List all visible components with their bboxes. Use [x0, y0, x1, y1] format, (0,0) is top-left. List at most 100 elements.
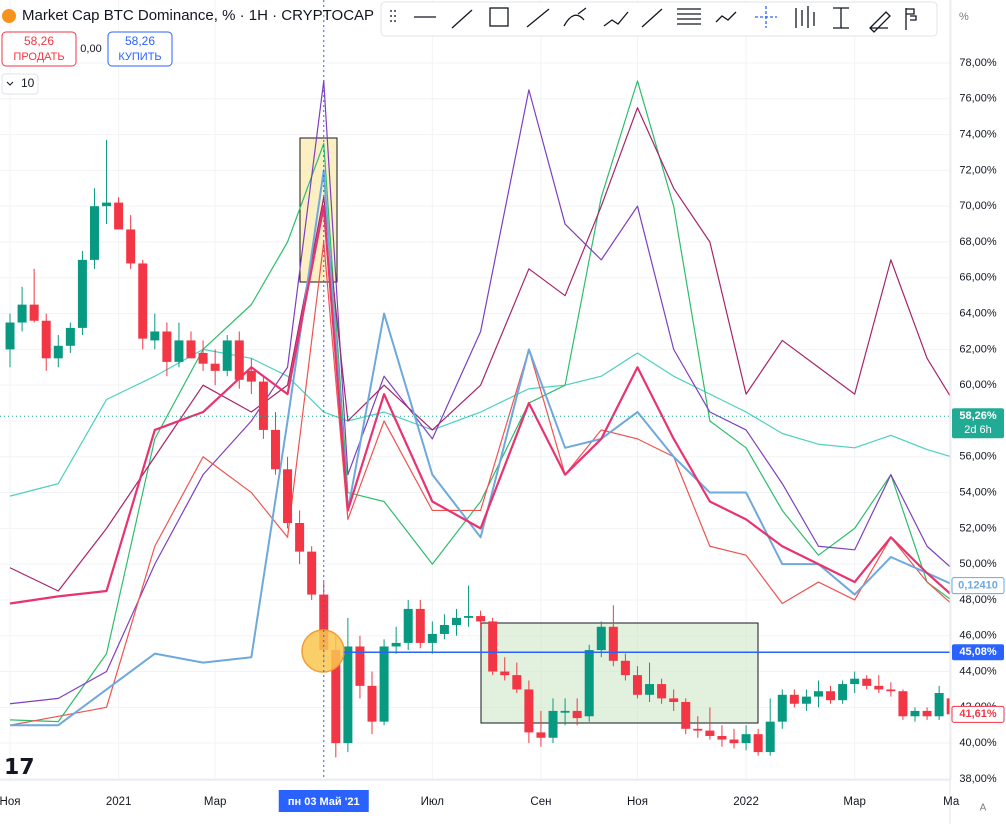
- toolbar-icons: [390, 6, 917, 33]
- candle-body: [729, 739, 739, 744]
- candle-body: [138, 263, 148, 339]
- candle-body: [488, 621, 498, 672]
- candle-body: [53, 345, 63, 359]
- candle-body: [536, 732, 546, 738]
- tool-bars[interactable]: [795, 6, 815, 28]
- chevron-icon: [6, 81, 14, 86]
- price-badge-label: 41,61%: [959, 708, 997, 720]
- x-tick-label: Мар: [204, 796, 227, 808]
- candle-body: [946, 698, 950, 715]
- price-badge: [952, 408, 1004, 439]
- candle-body: [524, 689, 534, 733]
- candle-body: [584, 650, 594, 717]
- spread: 0,00: [80, 43, 101, 55]
- marker-circle: [301, 629, 345, 673]
- x-tick-label: Ноя: [627, 796, 648, 808]
- candle-body: [741, 734, 751, 744]
- candle-body: [17, 304, 27, 323]
- coin-icon: [2, 9, 16, 23]
- candle-body: [753, 734, 763, 753]
- candle-body: [934, 693, 944, 717]
- candle-body: [862, 678, 872, 686]
- sell-button[interactable]: [1, 31, 77, 67]
- candle-body: [355, 646, 365, 686]
- candle-body: [886, 689, 896, 692]
- tool-eraser[interactable]: [869, 11, 891, 33]
- tool-pattern[interactable]: [715, 11, 737, 23]
- y-tick-label: 68,00%: [959, 236, 997, 248]
- x-tick-label: Ноя: [0, 796, 20, 808]
- x-tick-label: 2021: [106, 796, 132, 808]
- price-badge: [951, 577, 1005, 595]
- candle-body: [65, 327, 75, 346]
- tool-fib[interactable]: [677, 8, 701, 25]
- candle-body: [234, 340, 244, 380]
- candle-body: [198, 352, 208, 364]
- tool-ray[interactable]: [526, 8, 550, 28]
- x-tick-label: 2022: [733, 796, 759, 808]
- y-tick-label: 74,00%: [959, 129, 997, 141]
- chart-title: Market Cap BTC Dominance, % · 1H · CRYPT…: [22, 7, 374, 24]
- candle-body: [186, 340, 196, 359]
- candle-body: [246, 370, 256, 382]
- candle-body: [681, 701, 691, 729]
- indicator-line: [9, 107, 950, 592]
- grip[interactable]: [390, 10, 396, 22]
- candle-body: [765, 721, 775, 753]
- crosshair-label: пн 03 Май '21: [288, 796, 360, 808]
- candle-body: [500, 671, 510, 676]
- candle-body: [258, 381, 268, 430]
- candle-body: [874, 685, 884, 690]
- tool-flag[interactable]: [905, 8, 917, 30]
- candle-body: [89, 206, 99, 260]
- candle-body: [645, 684, 655, 695]
- tool-path[interactable]: [603, 11, 629, 27]
- auto-scale: A: [980, 803, 987, 814]
- tool-line[interactable]: [641, 8, 663, 28]
- y-tick-label: 38,00%: [959, 773, 997, 785]
- candle-body: [801, 696, 811, 704]
- candle-body: [379, 646, 389, 722]
- tool-cross[interactable]: [755, 6, 777, 28]
- candle-body: [922, 710, 932, 717]
- drawing-toolbar: [380, 1, 938, 37]
- candle-body: [826, 691, 836, 701]
- y-tick-label: 46,00%: [959, 630, 997, 642]
- candle-body: [29, 304, 39, 321]
- sell-label: ПРОДАТЬ: [13, 51, 64, 63]
- y-tick-label: 44,00%: [959, 665, 997, 677]
- tool-trend[interactable]: [451, 9, 473, 29]
- lines: [9, 80, 950, 727]
- y-tick-label: 62,00%: [959, 343, 997, 355]
- buy-button[interactable]: [107, 31, 173, 67]
- y-tick-label: 60,00%: [959, 379, 997, 391]
- y-tick-label: 66,00%: [959, 272, 997, 284]
- candle-body: [162, 331, 172, 362]
- candle-body: [898, 691, 908, 717]
- x-tick-label: Июл: [421, 796, 444, 808]
- candle-body: [608, 626, 618, 661]
- candle-body: [512, 675, 522, 690]
- candle-body: [717, 735, 727, 740]
- overlay: пн 03 Май '21: [0, 0, 950, 812]
- tool-brush[interactable]: [563, 7, 587, 27]
- candle-body: [451, 617, 461, 626]
- candle-body: [391, 642, 401, 647]
- candle-body: [620, 660, 630, 676]
- buy-label: КУПИТЬ: [118, 51, 161, 63]
- sell-price: 58,26: [24, 34, 54, 48]
- candle-body: [789, 694, 799, 704]
- candle-body: [777, 694, 787, 722]
- price-badge-label: 0,12410: [958, 580, 998, 592]
- grid: [0, 0, 952, 780]
- candle-body: [222, 340, 232, 371]
- collapse-button[interactable]: [1, 73, 39, 95]
- y-tick-label: 50,00%: [959, 558, 997, 570]
- candle-body: [669, 698, 679, 702]
- candle-body: [657, 684, 667, 699]
- candle-body: [560, 710, 570, 713]
- tool-rect[interactable]: [489, 7, 509, 27]
- candle-body: [464, 616, 474, 618]
- tool-measure[interactable]: [833, 7, 849, 29]
